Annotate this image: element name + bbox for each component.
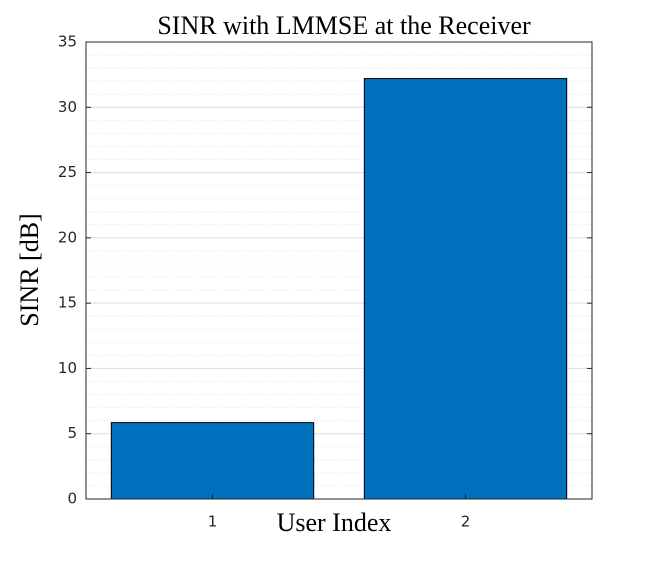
x-tick-label: 2 xyxy=(461,513,471,531)
y-tick-label: 30 xyxy=(58,98,77,116)
x-tick-label: 1 xyxy=(208,513,218,531)
y-axis-label: SINR [dB] xyxy=(15,213,44,326)
y-tick-label: 20 xyxy=(58,228,77,246)
bar xyxy=(110,422,315,500)
y-tick-label: 25 xyxy=(58,163,77,181)
axes-box xyxy=(85,41,593,500)
y-tick-label: 10 xyxy=(58,359,77,377)
y-tick-label: 15 xyxy=(58,294,77,312)
y-tick-label: 35 xyxy=(58,33,77,51)
bar xyxy=(363,78,568,500)
x-axis-label: User Index xyxy=(277,508,392,537)
y-tick-label: 5 xyxy=(67,424,77,442)
bars xyxy=(110,78,568,500)
y-tick-label: 0 xyxy=(67,490,77,508)
chart-title: SINR with LMMSE at the Receiver xyxy=(157,11,531,40)
